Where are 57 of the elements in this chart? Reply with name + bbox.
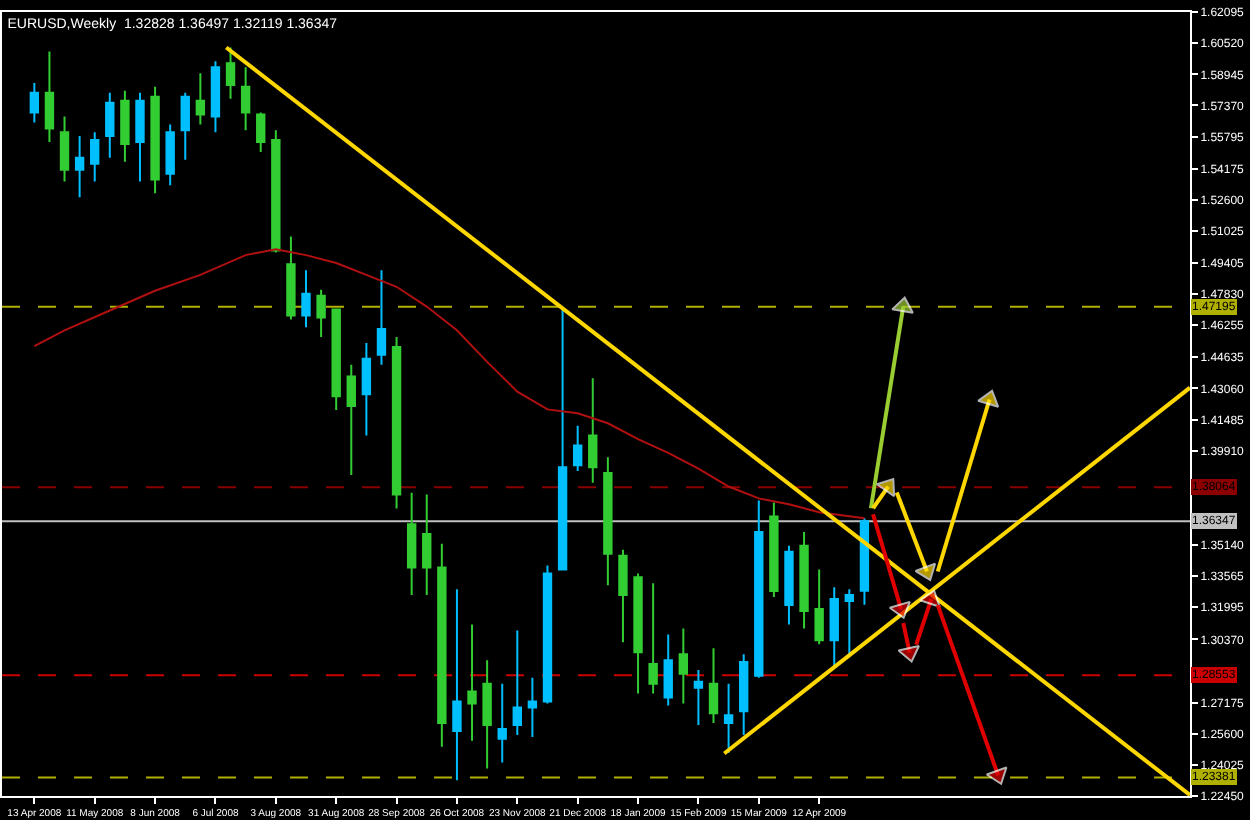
candlestick	[603, 456, 613, 587]
candlestick	[512, 629, 522, 736]
candlestick	[165, 123, 175, 187]
candlestick	[648, 582, 658, 695]
candlestick	[135, 91, 145, 183]
candlestick	[769, 501, 779, 599]
candlestick	[799, 531, 809, 630]
candlestick	[376, 269, 387, 366]
candlestick	[618, 548, 628, 644]
candlestick	[829, 586, 839, 670]
line-series	[33, 248, 866, 520]
candlestick	[195, 72, 206, 126]
candlestick	[74, 135, 85, 199]
candlestick	[844, 588, 855, 656]
candlestick	[467, 623, 477, 742]
candlestick	[542, 564, 553, 705]
candlestick	[557, 308, 568, 571]
candlestick	[301, 269, 311, 329]
candlestick	[678, 627, 689, 705]
candlestick	[316, 288, 326, 339]
candlestick	[739, 653, 749, 736]
candlestick	[482, 659, 492, 770]
candlestick	[814, 568, 824, 646]
candlestick	[210, 60, 221, 134]
candlestick	[90, 131, 100, 183]
candlestick	[59, 115, 70, 183]
candlestick	[180, 91, 190, 161]
candlestick	[331, 308, 341, 411]
candlestick	[663, 633, 673, 707]
candlestick	[406, 491, 417, 597]
candlestick	[240, 66, 251, 132]
candlestick	[391, 336, 402, 510]
candlestick	[754, 499, 764, 679]
candlestick	[572, 424, 583, 473]
candlestick	[286, 235, 296, 321]
candlestick	[256, 111, 266, 153]
candlestick	[693, 669, 704, 726]
candlestick	[708, 647, 719, 725]
candlestick	[723, 682, 734, 754]
candlestick	[784, 544, 794, 626]
candlestick	[225, 46, 236, 100]
candlestick	[422, 493, 432, 597]
candlestick	[29, 81, 40, 124]
candlestick	[346, 363, 356, 477]
candlestick	[271, 129, 281, 254]
candlestick	[633, 572, 643, 695]
candlestick	[150, 85, 160, 195]
candlestick	[44, 50, 55, 144]
candlestick	[859, 517, 870, 606]
candlestick	[497, 682, 507, 764]
candlestick	[452, 588, 462, 782]
candlestick	[105, 91, 115, 159]
candlestick	[588, 377, 598, 484]
candlestick	[361, 341, 372, 437]
candlestick	[120, 89, 130, 163]
candlestick	[437, 542, 447, 748]
candlestick	[527, 676, 538, 738]
